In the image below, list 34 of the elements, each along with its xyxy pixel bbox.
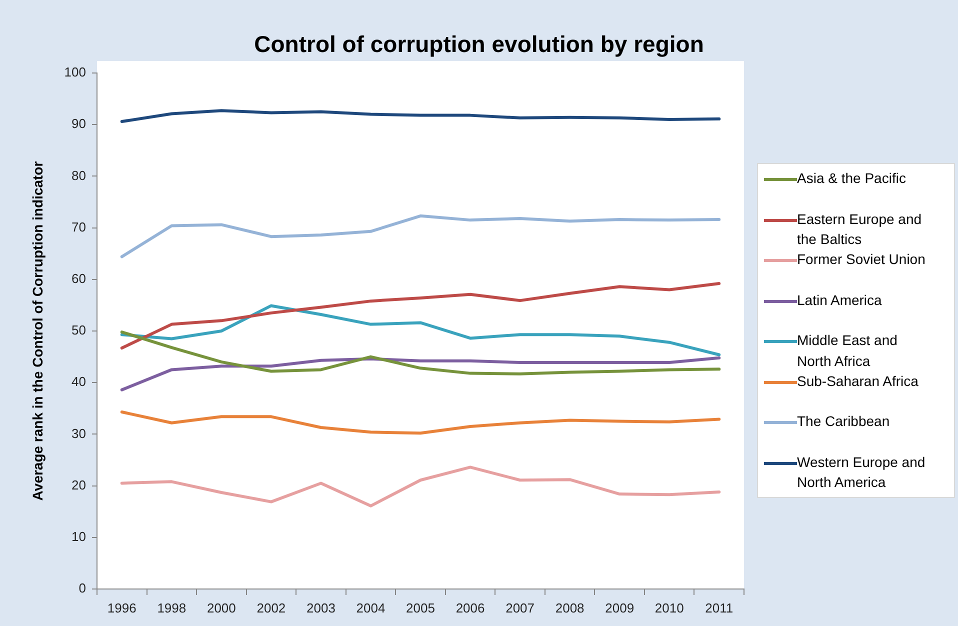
y-tick-label: 0 — [78, 580, 86, 596]
y-tick-label: 40 — [72, 374, 86, 390]
x-tick-label: 2010 — [654, 600, 684, 616]
x-tick-label: 2011 — [705, 600, 734, 616]
legend-label: Sub-Saharan Africa — [797, 372, 920, 390]
y-tick-label: 20 — [72, 477, 86, 492]
legend-label: The Caribbean — [797, 412, 891, 431]
x-tick-label: 1996 — [107, 600, 136, 616]
y-tick-label: 50 — [72, 322, 86, 338]
legend-label: Eastern Europe and the Baltics — [797, 210, 923, 249]
x-tick-label: 2009 — [605, 600, 634, 616]
x-tick-label: 2003 — [306, 600, 336, 616]
chart-title: Control of corruption evolution by region — [253, 31, 705, 58]
y-tick-label: 30 — [72, 426, 86, 441]
x-tick-label: 2007 — [506, 600, 534, 616]
legend-label: Former Soviet Union — [797, 250, 926, 269]
legend-label: Western Europe and North America — [797, 452, 926, 492]
x-tick-label: 2000 — [206, 600, 236, 616]
y-tick-label: 90 — [72, 116, 86, 132]
x-tick-label: 2005 — [406, 600, 435, 616]
y-tick-label: 70 — [72, 219, 86, 234]
legend-label: Asia & the Pacific — [797, 169, 907, 188]
y-tick-label: 10 — [72, 528, 86, 544]
legend-label: Latin America — [797, 290, 883, 310]
x-tick-label: 2006 — [456, 600, 485, 616]
x-tick-label: 1998 — [157, 600, 186, 616]
y-axis-title: Average rank in the Control of Corruption indicator — [29, 160, 46, 501]
y-tick-label: 100 — [64, 64, 86, 80]
x-tick-label: 2004 — [356, 600, 386, 616]
x-tick-label: 2002 — [256, 600, 286, 616]
y-tick-label: 60 — [72, 270, 86, 286]
legend-label: Middle East and North Africa — [797, 331, 898, 370]
y-tick-label: 80 — [72, 168, 86, 183]
x-tick-label: 2008 — [555, 600, 584, 616]
